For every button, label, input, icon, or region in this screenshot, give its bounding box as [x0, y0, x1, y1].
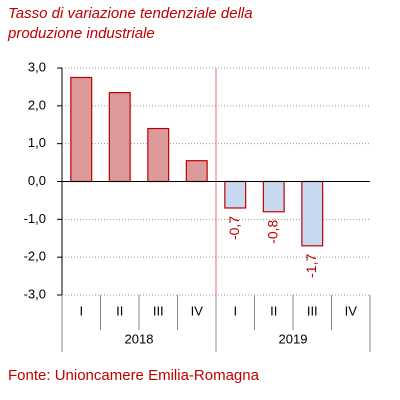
group-label: 2018 — [125, 331, 154, 346]
chart-title: Tasso di variazione tendenziale della pr… — [8, 5, 253, 42]
x-tick-label: II — [270, 303, 277, 318]
data-label: -1,7 — [303, 254, 319, 278]
bar — [301, 180, 324, 247]
y-tick-label: 3,0 — [28, 59, 46, 74]
bar — [108, 91, 131, 183]
x-tick-label: IV — [345, 303, 358, 318]
x-tick-label: III — [153, 303, 164, 318]
y-tick-label: -1,0 — [24, 211, 46, 226]
y-tick-label: -2,0 — [24, 249, 46, 264]
y-tick-label: 2,0 — [28, 97, 46, 112]
y-tick-label: 0,0 — [28, 173, 46, 188]
y-tick-label: -3,0 — [24, 286, 46, 301]
source: Fonte: Unioncamere Emilia-Romagna — [8, 367, 259, 384]
bar — [185, 160, 208, 183]
bar — [224, 180, 247, 209]
data-label: -0,7 — [226, 216, 242, 240]
x-tick-label: IV — [191, 303, 204, 318]
bar — [262, 180, 285, 213]
bar — [147, 127, 170, 183]
bar — [70, 76, 93, 183]
data-label: -0,8 — [264, 219, 280, 243]
x-tick-label: I — [79, 303, 83, 318]
x-tick-label: III — [307, 303, 318, 318]
x-tick-label: II — [116, 303, 123, 318]
y-tick-label: 1,0 — [28, 135, 46, 150]
x-tick-label: I — [233, 303, 237, 318]
group-label: 2019 — [279, 331, 308, 346]
